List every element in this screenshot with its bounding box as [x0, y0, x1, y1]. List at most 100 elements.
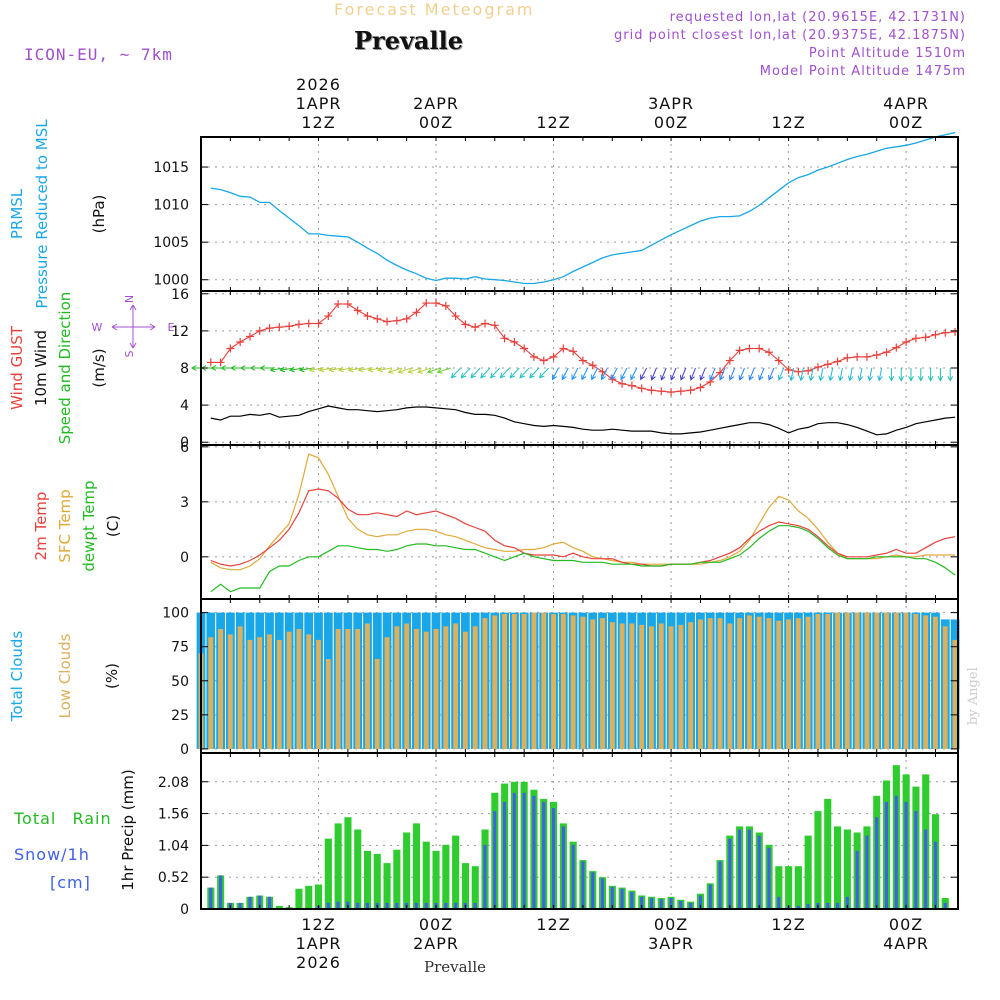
- low-cloud-bar: [717, 618, 723, 749]
- low-cloud-bar: [345, 629, 351, 749]
- snow-bar: [884, 801, 888, 909]
- gust-point: [921, 333, 930, 342]
- rain-bar: [324, 838, 332, 909]
- precip-unit: 1hr Precip (mm): [119, 769, 137, 890]
- gust-point: [206, 358, 215, 367]
- rain-title: Total Rain: [13, 809, 112, 828]
- top-time-label: 00Z: [419, 113, 453, 132]
- gust-point: [520, 344, 529, 353]
- gust-point: [549, 352, 558, 361]
- snow-bar: [806, 904, 810, 909]
- wind-direction-arrow: [509, 367, 520, 379]
- gust-point: [637, 384, 646, 393]
- y-tick-label: 1010: [153, 198, 189, 214]
- wind-direction-arrow: [728, 367, 736, 381]
- wind-direction-arrow: [857, 367, 864, 382]
- gust-point: [647, 386, 656, 395]
- rain-bar: [315, 884, 323, 909]
- gust-point: [559, 344, 568, 353]
- snow-unit: [cm]: [50, 873, 91, 892]
- snow-bar: [248, 896, 252, 909]
- low-cloud-bar: [267, 634, 272, 749]
- low-cloud-bar: [325, 659, 331, 749]
- snow-bar: [708, 884, 712, 909]
- low-cloud-bar: [609, 622, 615, 749]
- low-cloud-bar: [286, 631, 292, 749]
- rain-bar: [383, 863, 391, 909]
- snow-bar: [659, 899, 663, 909]
- footer-station: Prevalle: [424, 958, 487, 976]
- wind-direction-arrow: [499, 367, 510, 379]
- compass-n: N: [123, 295, 136, 303]
- bottom-time-label: 12Z: [301, 915, 335, 934]
- low-cloud-bar: [316, 639, 321, 749]
- snow-bar: [826, 902, 830, 909]
- low-cloud-bar: [443, 626, 449, 749]
- gust-point: [764, 348, 773, 357]
- rain-bar: [785, 866, 793, 909]
- low-cloud-bar: [276, 639, 282, 749]
- gust-point: [667, 388, 676, 397]
- low-cloud-bar: [707, 618, 713, 749]
- low-cloud-bar: [629, 623, 635, 749]
- low-cloud-bar: [247, 639, 253, 749]
- snow-bar: [512, 792, 516, 909]
- brand-title: Forecast Meteogram: [334, 0, 535, 19]
- gust-point: [657, 387, 666, 396]
- point-altitude: Point Altitude 1510m: [808, 46, 966, 61]
- gust-point: [402, 314, 411, 323]
- snow-bar: [591, 872, 595, 909]
- bottom-time-label: 1APR: [296, 934, 342, 953]
- snow-bar: [356, 902, 360, 909]
- gust-point: [265, 324, 274, 333]
- low-cloud-bar: [453, 623, 459, 749]
- snow-bar: [532, 795, 536, 909]
- top-time-label: 12Z: [771, 113, 805, 132]
- panel-frame-precip: [200, 752, 959, 910]
- y-tick-label: 3: [180, 495, 189, 511]
- low-cloud-bar: [433, 629, 439, 749]
- low-cloud-bar: [649, 626, 654, 749]
- temp-title: 2m Temp: [32, 492, 50, 561]
- low-cloud-bar: [913, 614, 919, 749]
- station-title: Prevalle: [354, 26, 463, 55]
- rain-bar: [775, 866, 783, 909]
- wind-direction-arrow: [917, 368, 924, 382]
- snow-title: Snow/1h: [14, 845, 90, 864]
- rain-bar: [393, 849, 401, 909]
- sfc-title: SFC Temp: [56, 489, 74, 562]
- snow-bar: [679, 901, 683, 909]
- gust-point: [275, 323, 284, 332]
- snow-bar: [669, 898, 673, 909]
- snow-bar: [522, 792, 526, 909]
- wind-direction-arrow: [519, 367, 530, 379]
- wind-direction-arrow: [407, 367, 422, 374]
- snow-bar: [365, 902, 369, 909]
- low-cloud-bar: [404, 623, 410, 749]
- low-cloud-bar: [766, 618, 772, 749]
- gust-point: [911, 334, 920, 343]
- low-cloud-bar: [541, 612, 547, 749]
- compass-w: W: [92, 321, 103, 334]
- y-tick-label: 0: [180, 550, 189, 566]
- wind-direction-arrow: [377, 366, 393, 373]
- top-time-label: 00Z: [889, 113, 923, 132]
- y-tick-label: 2.08: [158, 775, 189, 791]
- low-cloud-bar: [884, 612, 889, 749]
- gust-point: [216, 358, 225, 367]
- gust-point: [853, 352, 862, 361]
- y-tick-label: 16: [171, 287, 189, 303]
- bottom-time-label: 3APR: [648, 934, 694, 953]
- gust-point: [451, 312, 460, 321]
- low-cloud-bar: [668, 626, 674, 749]
- low-cloud-bar: [570, 615, 576, 749]
- y-tick-label: 1000: [153, 273, 189, 289]
- snow-bar: [561, 826, 565, 909]
- snow-bar: [414, 902, 418, 909]
- y-tick-label: 1015: [153, 160, 189, 176]
- wind-direction-arrow: [630, 367, 638, 381]
- compass-e: E: [168, 321, 175, 334]
- low-cloud-bar: [825, 614, 831, 749]
- snow-bar: [933, 841, 937, 909]
- rain-bar: [344, 817, 352, 909]
